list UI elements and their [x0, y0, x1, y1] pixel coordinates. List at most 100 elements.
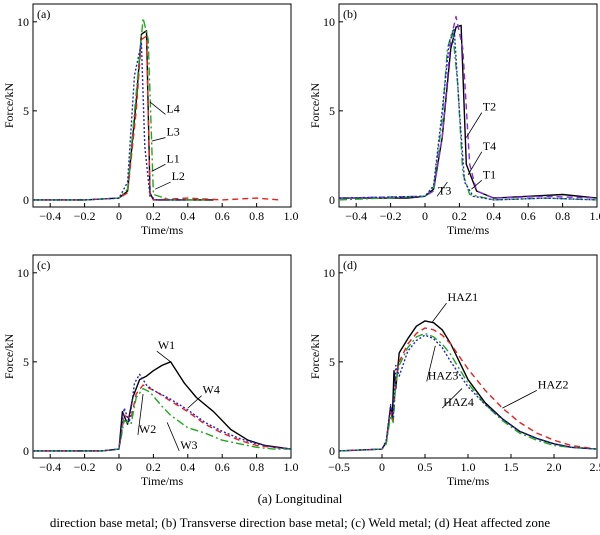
chart-panel-4: −0.5 0 0.5 1.0 1.5 2.0 2.5 0 5 10 Time/ms Force/kN (…: [308, 254, 600, 488]
y-axis-label: Force/kN: [308, 83, 322, 129]
x-tick-label: −0.4: [39, 460, 61, 474]
x-tick-label: 0.6: [215, 460, 230, 474]
annotation-label-haz2: HAZ2: [538, 377, 569, 391]
x-tick-label: 0: [116, 209, 122, 223]
y-tick-label: 10: [323, 266, 335, 280]
y-axis-label: Force/kN: [2, 83, 16, 129]
annotation-leader: [465, 112, 483, 138]
chart-panel-2: −0.4 −0.2 0 0.2 0.4 0.6 0.8 1.0 0 5 10 Time/ms Force…: [308, 3, 600, 237]
annotation-label-w4: W4: [203, 383, 220, 397]
series-line-t4: [338, 28, 598, 201]
x-tick-label: −0.2: [74, 460, 96, 474]
annotation-label-haz1: HAZ1: [448, 290, 479, 304]
x-tick-label: 0.8: [249, 460, 264, 474]
y-axis-label: Force/kN: [308, 334, 322, 380]
y-tick-label: 5: [329, 104, 335, 118]
annotation-leader: [156, 350, 171, 363]
y-axis-label: Force/kN: [2, 334, 16, 380]
annotation-leader: [431, 302, 447, 323]
annotation-leader: [436, 181, 448, 197]
annotation-leader: [467, 151, 483, 176]
y-tick-label: 10: [323, 15, 335, 29]
annotation-label-t1: T1: [483, 167, 496, 181]
x-tick-label: −0.2: [380, 209, 402, 223]
x-tick-label: 0.2: [452, 209, 467, 223]
annotation-label-t3: T3: [438, 183, 451, 197]
annotation-leader: [151, 163, 166, 172]
plot-frame: [32, 254, 292, 459]
x-tick-label: 0.6: [521, 209, 536, 223]
y-tick-label: 5: [329, 355, 335, 369]
annotation-label-haz4: HAZ4: [443, 395, 474, 409]
chart-panel-3: −0.4 −0.2 0 0.2 0.4 0.6 0.8 1.0 0 5 10 Time/ms Force…: [2, 254, 299, 488]
annotation-label-l2: L2: [172, 169, 185, 183]
annotation-label-haz3: HAZ3: [428, 368, 459, 382]
y-tick-label: 5: [23, 104, 29, 118]
x-tick-label: 0: [422, 209, 428, 223]
x-tick-label: 0: [379, 460, 385, 474]
x-axis-label: Time/ms: [141, 223, 184, 237]
series-line-l4: [33, 42, 188, 201]
x-tick-label: 0.2: [146, 209, 161, 223]
x-tick-label: 1.0: [284, 460, 299, 474]
annotation-label-l1: L1: [166, 151, 179, 165]
series-line-t2: [338, 15, 598, 199]
annotation-leader: [502, 389, 537, 409]
series-line-w1: [33, 361, 292, 452]
series-line-haz3: [338, 332, 598, 452]
panel-label: (c): [37, 258, 50, 272]
figure-panels: −0.4 −0.2 0 0.2 0.4 0.6 0.8 1.0 0 5 10 Time/ms Force…: [2, 3, 600, 488]
annotation-label-l3: L3: [166, 125, 179, 139]
y-tick-label: 0: [23, 193, 29, 207]
annotation-leader: [151, 137, 166, 142]
x-tick-label: 0.4: [486, 209, 501, 223]
annotation-leader: [149, 101, 166, 115]
plot-frame: [338, 254, 598, 459]
series-line-l2: [33, 35, 280, 201]
series-line-t1: [339, 24, 598, 199]
annotation-leader: [187, 395, 202, 409]
x-tick-label: 0.4: [180, 460, 195, 474]
annotation-label-t2: T2: [483, 100, 496, 114]
annotation-label-t4: T4: [483, 139, 496, 153]
x-tick-label: 0.4: [180, 209, 195, 223]
series-line-l1: [33, 30, 214, 201]
annotation-leader: [441, 388, 463, 409]
x-tick-label: 0.5: [418, 460, 433, 474]
x-tick-label: 1.5: [504, 460, 519, 474]
annotation-label-w1: W1: [158, 338, 175, 352]
plot-frame: [338, 3, 598, 208]
annotation-label-w2: W2: [139, 422, 156, 436]
annotation-leader: [166, 422, 180, 452]
x-axis-label: Time/ms: [141, 474, 184, 488]
annotation-leader: [137, 393, 144, 435]
x-tick-label: −0.2: [74, 209, 96, 223]
x-axis-label: Time/ms: [447, 223, 490, 237]
series-line-w3: [33, 387, 291, 452]
chart-panel-1: −0.4 −0.2 0 0.2 0.4 0.6 0.8 1.0 0 5 10 Time/ms Force…: [2, 3, 299, 237]
annotation-leader: [154, 181, 171, 190]
panel-label: (a): [37, 7, 50, 21]
x-tick-label: 2.0: [547, 460, 562, 474]
x-tick-label: 1.0: [590, 209, 600, 223]
series-line-haz2: [338, 327, 598, 452]
x-tick-label: 0.6: [215, 209, 230, 223]
x-tick-label: 0.8: [249, 209, 264, 223]
caption-line-1: (a) Longitudinal: [257, 491, 343, 506]
x-tick-label: 1.0: [284, 209, 299, 223]
panel-label: (b): [343, 7, 357, 21]
y-tick-label: 10: [17, 266, 29, 280]
x-tick-label: −0.4: [345, 209, 367, 223]
annotation-leader: [426, 345, 436, 382]
caption-line-2: direction base metal; (b) Transverse dir…: [49, 515, 551, 530]
annotation-label-w3: W3: [180, 438, 197, 452]
y-tick-label: 10: [17, 15, 29, 29]
x-tick-label: −0.5: [328, 460, 350, 474]
x-tick-label: 2.5: [590, 460, 600, 474]
plot-frame: [32, 3, 292, 208]
x-tick-label: 0.2: [146, 460, 161, 474]
x-tick-label: 0: [116, 460, 122, 474]
x-tick-label: −0.4: [39, 209, 61, 223]
x-axis-label: Time/ms: [447, 474, 490, 488]
y-tick-label: 5: [23, 355, 29, 369]
